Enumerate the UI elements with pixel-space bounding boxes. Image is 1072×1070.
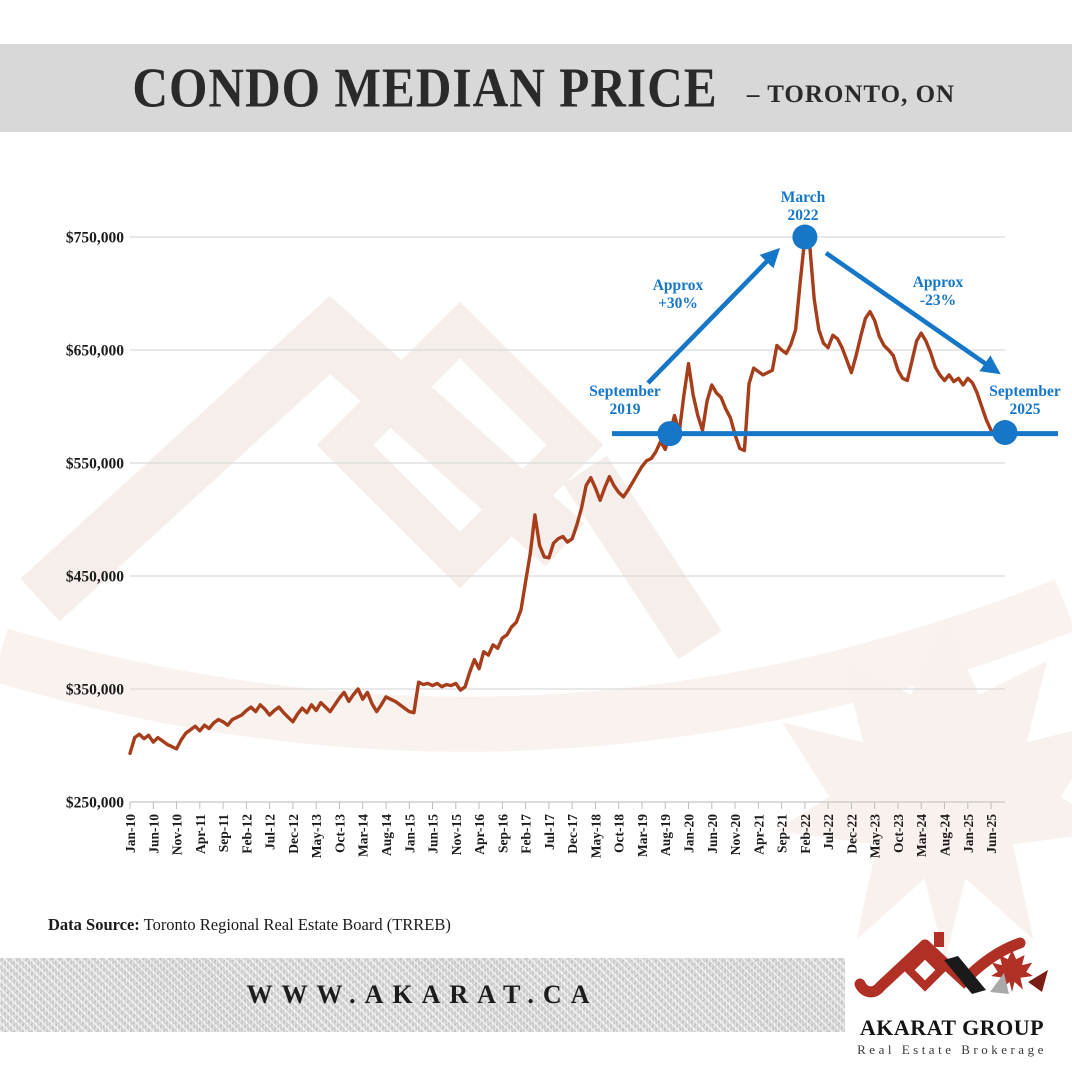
x-axis-label: Apr-16 xyxy=(472,814,487,855)
drop-arrow xyxy=(824,251,1001,375)
background-watermark xyxy=(0,295,1072,961)
x-axis-label: Nov-10 xyxy=(170,814,185,855)
x-axis-label: Jun-25 xyxy=(984,814,999,854)
x-axis-label: Dec-12 xyxy=(286,814,301,854)
logo-maple-leaf xyxy=(991,950,1033,992)
x-axis-label: Sep-21 xyxy=(775,814,790,853)
x-axis-label: Feb-17 xyxy=(519,814,534,854)
brand-logo: AKARAT GROUP Real Estate Brokerage xyxy=(852,926,1052,1058)
x-axis-label: Jun-20 xyxy=(705,814,720,854)
x-axis-label: Sep-11 xyxy=(216,814,231,853)
mar-2022-marker xyxy=(792,224,818,250)
x-axis-label: Dec-17 xyxy=(565,814,580,854)
annotation-sep-2025: September 2025 xyxy=(957,383,1072,418)
y-axis-labels: $250,000 $350,000 $450,000 $550,000 $650,000… xyxy=(66,230,124,812)
x-axis-label: Oct-18 xyxy=(612,814,627,853)
x-axis-label: Jul-17 xyxy=(542,814,557,850)
x-axis-label: Jun-10 xyxy=(146,814,161,854)
x-axis-label: Jan-10 xyxy=(123,814,138,853)
data-source-value: Toronto Regional Real Estate Board (TRRE… xyxy=(139,915,451,934)
website-banner: WWW.AKARAT.CA xyxy=(0,958,845,1032)
x-axis-label: Nov-15 xyxy=(449,814,464,855)
y-axis-label: $450,000 xyxy=(66,569,124,586)
data-source-note: Data Source: Toronto Regional Real Estat… xyxy=(48,915,451,935)
x-axis-labels: Jan-10 Jun-10 Nov-10 Apr-11 Sep-11 Feb-12 Jul-… xyxy=(123,802,999,858)
title-banner: CONDO MEDIAN PRICE – TORONTO, ON xyxy=(0,44,1072,132)
x-axis-label: Dec-22 xyxy=(844,814,859,854)
x-axis-label: Jan-25 xyxy=(961,814,976,853)
x-axis-label: Jul-22 xyxy=(821,814,836,850)
x-axis-label: May-13 xyxy=(309,814,324,858)
annotation-line: 2022 xyxy=(787,206,819,224)
brand-logo-mark xyxy=(854,932,1048,998)
x-axis-label: Nov-20 xyxy=(728,814,743,855)
annotation-line: Approx xyxy=(652,277,704,294)
x-axis-label: Aug-14 xyxy=(379,814,394,856)
annotation-line: March xyxy=(780,189,826,206)
annotation-line: Approx xyxy=(912,274,964,291)
annotation-line: +30% xyxy=(658,294,698,312)
brand-tagline: Real Estate Brokerage xyxy=(857,1042,1047,1057)
x-axis-label: Feb-12 xyxy=(239,814,254,854)
x-axis-label: Feb-22 xyxy=(798,814,813,854)
x-axis-label: Oct-13 xyxy=(332,814,347,853)
y-axis-label: $650,000 xyxy=(66,343,124,360)
y-axis-label: $750,000 xyxy=(66,230,124,247)
page-title: CONDO MEDIAN PRICE xyxy=(132,57,718,119)
annotation-march-2022: March 2022 xyxy=(740,189,866,224)
gain-arrow xyxy=(646,247,781,385)
x-axis-label: Oct-23 xyxy=(891,814,906,853)
x-axis-label: Mar-14 xyxy=(356,814,371,857)
x-axis-label: Mar-24 xyxy=(914,814,929,857)
annotation-drop-pct: Approx -23% xyxy=(875,274,1001,309)
x-axis-label: Aug-24 xyxy=(937,814,952,856)
maple-leaf-watermark xyxy=(774,619,1072,961)
annotation-line: September xyxy=(589,383,661,400)
annotation-line: September xyxy=(989,383,1061,400)
x-axis-label: Jan-15 xyxy=(402,814,417,853)
annotation-line: 2019 xyxy=(609,400,641,418)
x-axis-label: Jul-12 xyxy=(263,814,278,850)
x-axis-label: May-18 xyxy=(588,814,603,858)
page-subtitle: – TORONTO, ON xyxy=(746,81,956,108)
y-axis-label: $550,000 xyxy=(66,456,124,473)
x-axis-label: May-23 xyxy=(868,814,883,858)
website-url: WWW.AKARAT.CA xyxy=(246,980,599,1009)
annotation-line: 2025 xyxy=(1009,400,1041,418)
x-axis-label: Jun-15 xyxy=(426,814,441,854)
y-axis-label: $350,000 xyxy=(66,682,124,699)
x-axis-label: Sep-16 xyxy=(495,814,510,853)
sep-2025-marker xyxy=(992,420,1018,445)
price-line-series xyxy=(128,235,1007,756)
data-source-label: Data Source: xyxy=(48,915,140,934)
annotation-gain-pct: Approx +30% xyxy=(615,277,741,312)
annotation-sep-2019: September 2019 xyxy=(557,383,693,418)
x-axis-label: Mar-19 xyxy=(635,814,650,857)
y-axis-label: $250,000 xyxy=(66,795,124,812)
annotation-line: -23% xyxy=(919,291,957,309)
x-axis-label: Apr-21 xyxy=(751,814,766,855)
sep-2019-marker xyxy=(657,421,683,447)
x-axis-label: Apr-11 xyxy=(193,814,208,854)
x-axis-label: Aug-19 xyxy=(658,814,673,856)
chimney xyxy=(934,932,944,947)
brand-name: AKARAT GROUP xyxy=(859,1015,1045,1040)
x-axis-label: Jan-20 xyxy=(682,814,697,853)
